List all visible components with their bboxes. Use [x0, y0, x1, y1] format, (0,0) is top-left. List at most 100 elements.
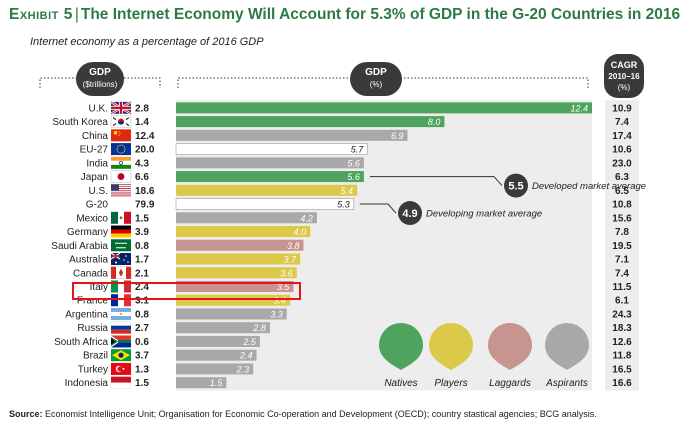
cagr-value-mexico: 15.6 — [612, 213, 632, 224]
country-label-south-korea: South Korea — [52, 117, 108, 128]
us-flag — [111, 184, 131, 197]
cagr-header-line3: (%) — [618, 83, 631, 92]
bar-label-turkey: 2.3 — [236, 364, 250, 374]
country-label-italy: Italy — [90, 282, 108, 293]
pct-header-line1: GDP — [365, 67, 387, 78]
bar-label-saudi-arabia: 3.8 — [287, 241, 300, 251]
pct-header-pill — [350, 62, 402, 96]
cagr-value-china: 17.4 — [612, 131, 632, 142]
mexico-flag — [111, 211, 131, 224]
annotation-value-1: 4.9 — [402, 208, 417, 220]
legend-label-natives: Natives — [384, 378, 417, 389]
bar-label-u-s-: 5.4 — [341, 186, 354, 196]
gdp-value-south-korea: 1.4 — [135, 117, 149, 128]
gdp-value-canada: 2.1 — [135, 268, 149, 279]
argentina-flag — [111, 307, 131, 320]
germany-flag — [111, 225, 131, 238]
gdp-value-u-s-: 18.6 — [135, 186, 155, 197]
gdp-value-australia: 1.7 — [135, 255, 149, 266]
title-separator: | — [74, 6, 79, 23]
cagr-header-pill — [604, 54, 644, 98]
cagr-value-russia: 18.3 — [612, 323, 632, 334]
gdp-value-saudi-arabia: 0.8 — [135, 241, 149, 252]
title-text: The Internet Economy Will Account for 5.… — [80, 6, 680, 23]
brazil-flag — [111, 349, 131, 362]
bar-label-u-k-: 12.4 — [570, 103, 588, 113]
uk-flag — [110, 100, 132, 115]
italy-flag — [111, 280, 131, 293]
cagr-value-south-africa: 12.6 — [612, 337, 632, 348]
gdp-value-germany: 3.9 — [135, 227, 149, 238]
country-label-turkey: Turkey — [78, 364, 108, 375]
cagr-column-background — [605, 100, 639, 391]
gdp-value-japan: 6.6 — [135, 172, 149, 183]
bar-france — [176, 294, 291, 306]
bar-label-eu-27: 5.7 — [351, 145, 365, 155]
cagr-value-canada: 7.4 — [615, 268, 629, 279]
saudi-arabia-flag — [111, 239, 131, 252]
cagr-value-turkey: 16.5 — [612, 364, 632, 375]
chart-subtitle: Internet economy as a percentage of 2016… — [30, 36, 264, 48]
bar-chart: GDP ($trillions) GDP (%) CAGR 2010–16 (%) U.K. 2… — [39, 54, 646, 391]
bar-label-indonesia: 1.5 — [210, 378, 224, 388]
bar-russia — [176, 322, 270, 334]
country-label-mexico: Mexico — [76, 213, 108, 224]
bar-g-20 — [175, 198, 355, 210]
cagr-value-france: 6.1 — [615, 296, 629, 307]
gdp-value-south-africa: 0.6 — [135, 337, 149, 348]
gdp-value-indonesia: 1.5 — [135, 378, 149, 389]
bar-indonesia — [176, 377, 227, 389]
bar-label-g-20: 5.3 — [337, 200, 350, 210]
gdp-value-argentina: 0.8 — [135, 309, 149, 320]
cagr-value-indonesia: 16.6 — [612, 378, 632, 389]
country-label-brazil: Brazil — [83, 351, 108, 362]
annotation-value-0: 5.5 — [508, 181, 523, 193]
gdp-value-italy: 2.4 — [135, 282, 149, 293]
gdp-value-russia: 2.7 — [135, 323, 149, 334]
turkey-flag — [111, 362, 131, 375]
source-label: Source: — [9, 409, 43, 419]
cagr-value-eu-27: 10.6 — [612, 145, 632, 156]
bar-south-africa — [176, 335, 260, 347]
country-label-russia: Russia — [77, 323, 108, 334]
japan-flag — [110, 170, 132, 183]
bar-canada — [176, 267, 297, 279]
bar-australia — [176, 253, 301, 265]
bar-label-germany: 4.0 — [294, 227, 307, 237]
cagr-value-australia: 7.1 — [615, 255, 629, 266]
france-flag — [111, 294, 131, 307]
bar-label-russia: 2.8 — [252, 323, 266, 333]
gdp-value-brazil: 3.7 — [135, 351, 149, 362]
bar-turkey — [176, 363, 254, 375]
country-label-indonesia: Indonesia — [65, 378, 109, 389]
bar-eu-27 — [175, 143, 368, 155]
south-korea-flag — [110, 115, 132, 128]
cagr-value-india: 23.0 — [612, 158, 632, 169]
eu-flag — [111, 143, 131, 156]
bar-germany — [176, 226, 311, 238]
cagr-value-u-k-: 10.9 — [612, 103, 632, 114]
country-label-canada: Canada — [73, 268, 108, 279]
cagr-header-line2: 2010–16 — [608, 72, 640, 81]
country-label-france: France — [77, 296, 109, 307]
italy-highlight-box — [72, 282, 301, 300]
country-label-china: China — [82, 131, 109, 142]
gdp-header-pill — [76, 62, 124, 96]
gdp-value-turkey: 1.3 — [135, 364, 149, 375]
gdp-value-u-k-: 2.8 — [135, 103, 149, 114]
cagr-value-argentina: 24.3 — [612, 309, 632, 320]
gdp-bracket-left — [39, 77, 76, 88]
annotation-circle-0 — [504, 173, 528, 198]
country-label-u-k-: U.K. — [89, 103, 108, 114]
gdp-bracket-right — [124, 77, 161, 88]
pct-header-line2: (%) — [370, 80, 383, 89]
cagr-value-japan: 6.3 — [615, 172, 629, 183]
cagr-header-line1: CAGR — [611, 60, 638, 70]
annotation-leader-1 — [359, 203, 397, 214]
legend-label-players: Players — [434, 378, 467, 389]
country-label-australia: Australia — [69, 255, 108, 266]
bar-label-argentina: 3.3 — [270, 309, 283, 319]
exhibit-number: Exhibit 5 — [9, 6, 73, 23]
gdp-header-line2: ($trillions) — [83, 80, 118, 89]
bar-label-australia: 3.7 — [284, 255, 298, 265]
